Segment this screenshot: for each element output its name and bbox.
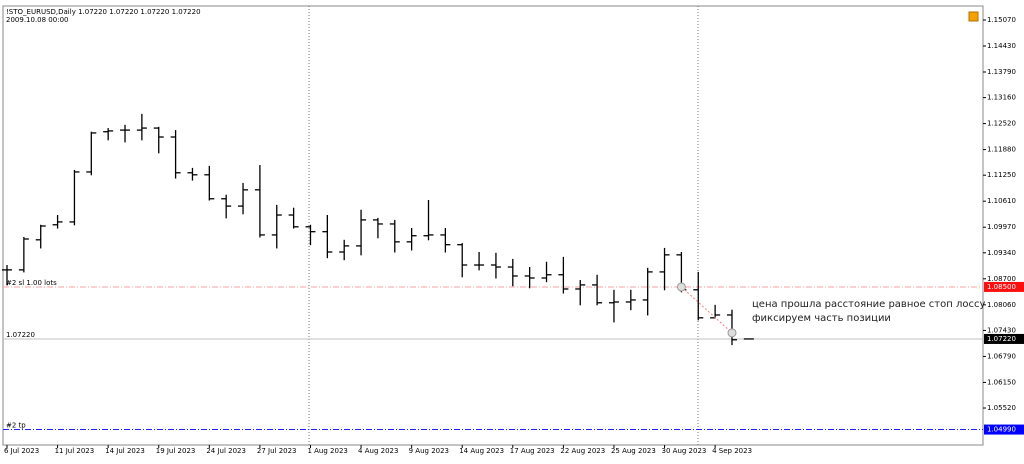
price-tag: [984, 333, 1024, 344]
x-tick-label: 30 Aug 2023: [662, 447, 707, 455]
y-tick-label: 1.13790: [987, 68, 1016, 76]
y-tick-label: 1.08700: [987, 275, 1016, 283]
x-tick-label: 24 Jul 2023: [206, 447, 246, 455]
chart-subtitle: 2009.10.08 00:00: [6, 16, 68, 24]
y-tick-label: 1.06790: [987, 352, 1016, 360]
x-tick-label: 9 Aug 2023: [409, 447, 449, 455]
x-tick-label: 11 Jul 2023: [55, 447, 95, 455]
x-tick-label: 14 Aug 2023: [459, 447, 504, 455]
expert-icon[interactable]: [968, 11, 979, 22]
y-tick-label: 1.11880: [987, 146, 1016, 154]
x-tick-label: 19 Jul 2023: [156, 447, 196, 455]
level-text: #2 sl 1.00 lots: [6, 279, 57, 287]
chart-title: !STO_EURUSD,Daily 1.07220 1.07220 1.0722…: [6, 8, 201, 16]
trade-close: [727, 328, 737, 338]
y-tick-label: 1.15070: [987, 16, 1016, 24]
plot-frame: [2, 5, 984, 446]
y-tick-label: 1.06150: [987, 378, 1016, 386]
x-tick-label: 17 Aug 2023: [510, 447, 555, 455]
price-tag: [984, 281, 1024, 292]
x-tick-label: 1 Aug 2023: [307, 447, 347, 455]
x-tick-label: 25 Aug 2023: [611, 447, 656, 455]
x-tick-label: 6 Jul 2023: [4, 447, 39, 455]
trade-open: [676, 282, 686, 292]
x-tick-label: 4 Sep 2023: [712, 447, 752, 455]
price-tag-label: 1.08500: [987, 283, 1016, 291]
y-tick-label: 1.11250: [987, 171, 1016, 179]
level-text: #2 tp: [6, 422, 26, 430]
y-tick-label: 1.08060: [987, 301, 1016, 309]
y-tick-label: 1.09970: [987, 223, 1016, 231]
price-tag-label: 1.07220: [987, 335, 1016, 343]
x-tick-label: 4 Aug 2023: [358, 447, 398, 455]
y-tick-label: 1.13160: [987, 94, 1016, 102]
y-tick-label: 1.07430: [987, 326, 1016, 334]
y-tick-label: 1.09340: [987, 249, 1016, 257]
x-tick-label: 14 Jul 2023: [105, 447, 145, 455]
x-tick-label: 27 Jul 2023: [257, 447, 297, 455]
annotation: фиксируем часть позиции: [752, 313, 891, 324]
y-tick-label: 1.05520: [987, 404, 1016, 412]
price-tag-label: 1.04990: [987, 426, 1016, 434]
y-tick-label: 1.12520: [987, 120, 1016, 128]
price-tag: [984, 424, 1024, 435]
y-tick-label: 1.14430: [987, 42, 1016, 50]
trade-path: [681, 286, 733, 334]
annotation: цена прошла расстояние равное стоп лоссу: [752, 299, 985, 310]
x-tick-label: 22 Aug 2023: [560, 447, 605, 455]
y-tick-label: 1.10610: [987, 197, 1016, 205]
level-text: 1.07220: [6, 331, 35, 339]
